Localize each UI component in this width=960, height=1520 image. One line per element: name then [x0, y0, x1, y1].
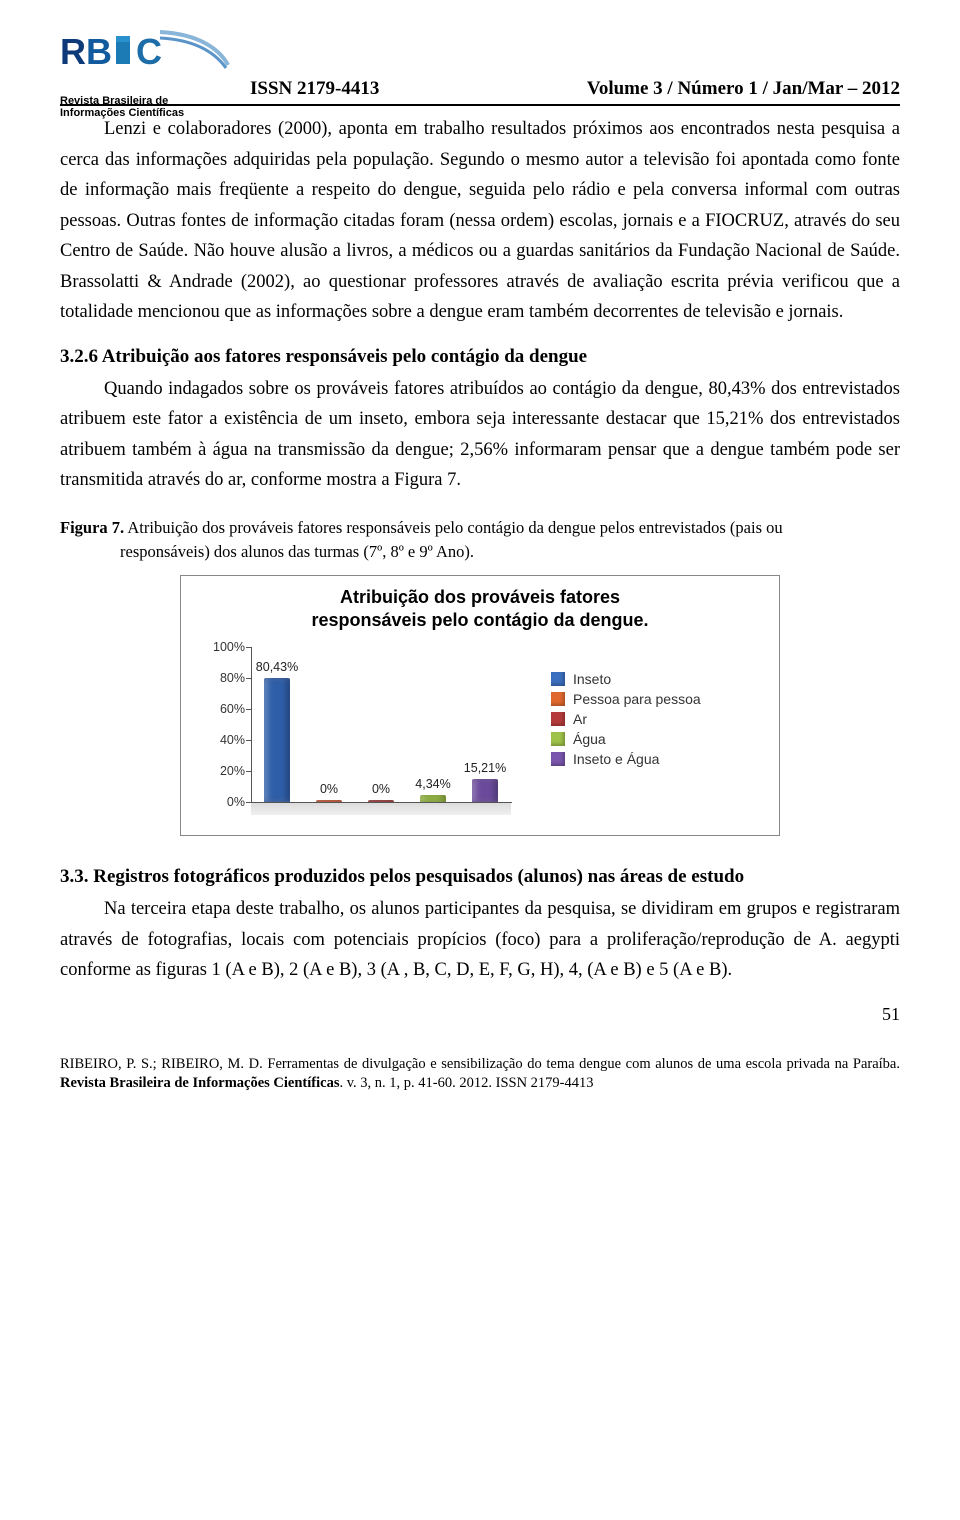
- issn: ISSN 2179-4413: [250, 78, 379, 100]
- chart-title-line1: Atribuição dos prováveis fatores: [340, 587, 620, 607]
- logo-caption-1: Revista Brasileira de: [60, 95, 230, 107]
- ytick-label: 100%: [201, 640, 245, 654]
- section-326-title: 3.2.6 Atribuição aos fatores responsávei…: [60, 346, 900, 368]
- legend-swatch: [551, 732, 565, 746]
- ytick-label: 0%: [201, 795, 245, 809]
- legend-swatch: [551, 712, 565, 726]
- bar-value-label: 15,21%: [464, 761, 506, 775]
- bar-value-label: 0%: [372, 782, 390, 796]
- chart-bar: [420, 795, 446, 802]
- ytick-label: 80%: [201, 671, 245, 685]
- svg-text:B: B: [86, 31, 112, 72]
- chart-plot-area: 0% 20% 40% 60% 80% 100% 80,43% 0% 0% 4,34% 15,21%: [201, 639, 531, 829]
- legend-swatch: [551, 752, 565, 766]
- legend-label: Ar: [573, 711, 587, 727]
- chart-bar: [368, 800, 394, 802]
- chart-bar: [264, 678, 290, 803]
- ytick-label: 60%: [201, 702, 245, 716]
- figure-7-caption-b: responsáveis) dos alunos das turmas (7º,…: [60, 540, 900, 565]
- footer-citation: RIBEIRO, P. S.; RIBEIRO, M. D. Ferrament…: [60, 1055, 900, 1094]
- legend-label: Pessoa para pessoa: [573, 691, 701, 707]
- legend-item: Inseto: [551, 671, 701, 687]
- legend-swatch: [551, 692, 565, 706]
- legend-item: Ar: [551, 711, 701, 727]
- ytick-label: 20%: [201, 764, 245, 778]
- figure-7-caption-a: Atribuição dos prováveis fatores respons…: [124, 518, 782, 537]
- legend-swatch: [551, 672, 565, 686]
- legend-label: Inseto e Água: [573, 751, 659, 767]
- figure-7-label: Figura 7.: [60, 518, 124, 537]
- bar-value-label: 80,43%: [256, 660, 298, 674]
- bar-value-label: 4,34%: [415, 777, 450, 791]
- chart-bar: [472, 779, 498, 803]
- chart-figure-7: Atribuição dos prováveis fatores respons…: [180, 575, 780, 836]
- journal-logo: R B C Revista Brasileira de Informações …: [60, 30, 230, 100]
- ytick-label: 40%: [201, 733, 245, 747]
- page-header: R B C Revista Brasileira de Informações …: [60, 30, 900, 106]
- chart-title-line2: responsáveis pelo contágio da dengue.: [311, 610, 648, 630]
- figure-7-caption: Figura 7. Atribuição dos prováveis fator…: [60, 516, 900, 566]
- bar-value-label: 0%: [320, 782, 338, 796]
- svg-text:C: C: [136, 31, 162, 72]
- paragraph-3: Na terceira etapa deste trabalho, os alu…: [60, 894, 900, 986]
- paragraph-1: Lenzi e colaboradores (2000), aponta em …: [60, 114, 900, 328]
- legend-label: Água: [573, 731, 606, 747]
- chart-title: Atribuição dos prováveis fatores respons…: [191, 586, 769, 631]
- chart-legend: Inseto Pessoa para pessoa Ar Água Inseto e Á…: [551, 667, 701, 829]
- page-number: 51: [60, 1004, 900, 1025]
- svg-text:R: R: [60, 31, 86, 72]
- legend-item: Pessoa para pessoa: [551, 691, 701, 707]
- legend-item: Água: [551, 731, 701, 747]
- legend-item: Inseto e Água: [551, 751, 701, 767]
- chart-bar: [316, 800, 342, 802]
- issue-info: Volume 3 / Número 1 / Jan/Mar – 2012: [587, 78, 900, 100]
- section-33-title: 3.3. Registros fotográficos produzidos p…: [60, 866, 900, 888]
- paragraph-2: Quando indagados sobre os prováveis fato…: [60, 374, 900, 496]
- legend-label: Inseto: [573, 671, 611, 687]
- footer-citation-text: RIBEIRO, P. S.; RIBEIRO, M. D. Ferrament…: [60, 1056, 900, 1092]
